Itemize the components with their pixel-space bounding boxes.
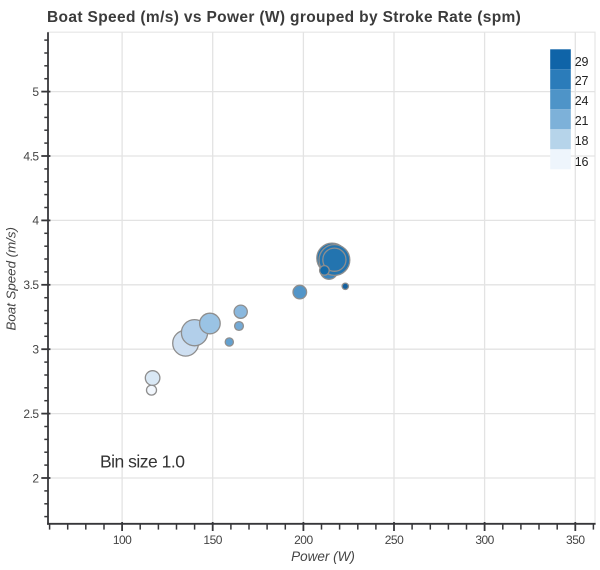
svg-text:Boat Speed (m/s): Boat Speed (m/s) [3,227,18,330]
svg-text:Bin size 1.0: Bin size 1.0 [100,451,185,471]
svg-text:24: 24 [575,94,589,108]
svg-text:16: 16 [575,155,589,169]
svg-text:3: 3 [32,343,39,357]
svg-text:Boat Speed (m/s) vs Power (W): Boat Speed (m/s) vs Power (W) grouped by… [47,9,521,26]
svg-text:250: 250 [385,533,404,547]
svg-text:4: 4 [32,214,39,228]
svg-text:3.5: 3.5 [23,278,39,292]
svg-text:4.5: 4.5 [23,149,39,163]
svg-text:27: 27 [575,74,589,88]
svg-text:2.5: 2.5 [23,407,39,421]
svg-text:2: 2 [32,471,39,485]
svg-text:100: 100 [113,533,132,547]
svg-text:300: 300 [475,533,494,547]
svg-text:21: 21 [575,114,589,128]
svg-text:200: 200 [294,533,313,547]
svg-text:150: 150 [203,533,222,547]
svg-text:18: 18 [575,134,589,148]
svg-text:350: 350 [566,533,585,547]
svg-text:5: 5 [32,85,39,99]
svg-text:Power (W): Power (W) [291,549,355,564]
svg-text:29: 29 [575,55,589,69]
